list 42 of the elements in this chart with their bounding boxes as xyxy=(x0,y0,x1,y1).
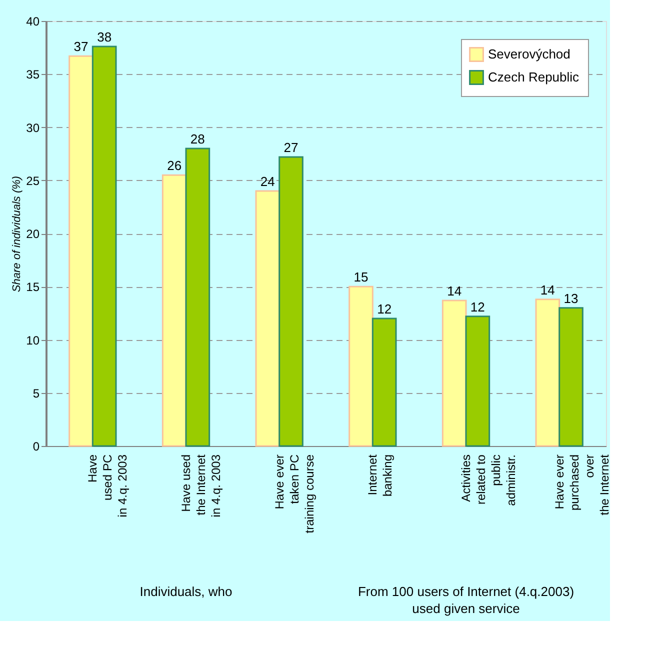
y-axis-title: Share of individuals (%) xyxy=(11,176,24,292)
data-label: 38 xyxy=(97,30,112,44)
x-tick-label: Internet banking xyxy=(366,454,395,497)
bar xyxy=(372,318,397,447)
y-tick-label: 10 xyxy=(26,333,40,348)
data-label: 27 xyxy=(284,140,298,155)
bar xyxy=(185,148,210,447)
y-tick-label: 40 xyxy=(26,14,40,28)
x-tick-label: Have used PC in 4.q. 2003 xyxy=(86,454,130,518)
y-tick-label: 30 xyxy=(26,120,40,135)
data-label: 24 xyxy=(260,174,275,189)
data-label: 13 xyxy=(564,290,578,306)
bar xyxy=(535,298,560,447)
legend-label: Czech Republic xyxy=(488,70,580,84)
data-label: 26 xyxy=(167,158,182,174)
data-label: 14 xyxy=(447,283,462,298)
text: Individuals, who xyxy=(140,584,232,599)
x-tick-label: Activities related to public administr. xyxy=(459,454,518,506)
data-label: 15 xyxy=(354,270,368,285)
y-tick-label: 0 xyxy=(32,440,40,454)
bar xyxy=(442,300,467,447)
y-tick-label: 5 xyxy=(32,386,40,400)
data-label: 14 xyxy=(540,282,555,298)
legend-label: Severovýchod xyxy=(488,46,570,62)
bar xyxy=(278,156,304,447)
bar xyxy=(348,286,374,447)
y-tick-label: 20 xyxy=(26,227,40,241)
bar xyxy=(68,55,94,447)
bar xyxy=(465,316,490,447)
text: From 100 users of Internet (4.q.2003) used given service xyxy=(358,584,574,616)
data-label: 28 xyxy=(190,132,205,146)
data-label: 12 xyxy=(470,299,485,314)
y-tick-label: 15 xyxy=(26,280,40,294)
y-tick-label: 25 xyxy=(26,174,40,188)
data-label: 12 xyxy=(377,302,392,316)
data-label: 37 xyxy=(74,39,88,54)
y-tick-label: 35 xyxy=(26,68,40,82)
bar xyxy=(558,307,584,447)
bar xyxy=(92,46,117,447)
x-tick-label: Have used the Internet in 4.q. 2003 xyxy=(179,454,223,518)
bar xyxy=(255,190,280,447)
bar xyxy=(162,174,187,447)
